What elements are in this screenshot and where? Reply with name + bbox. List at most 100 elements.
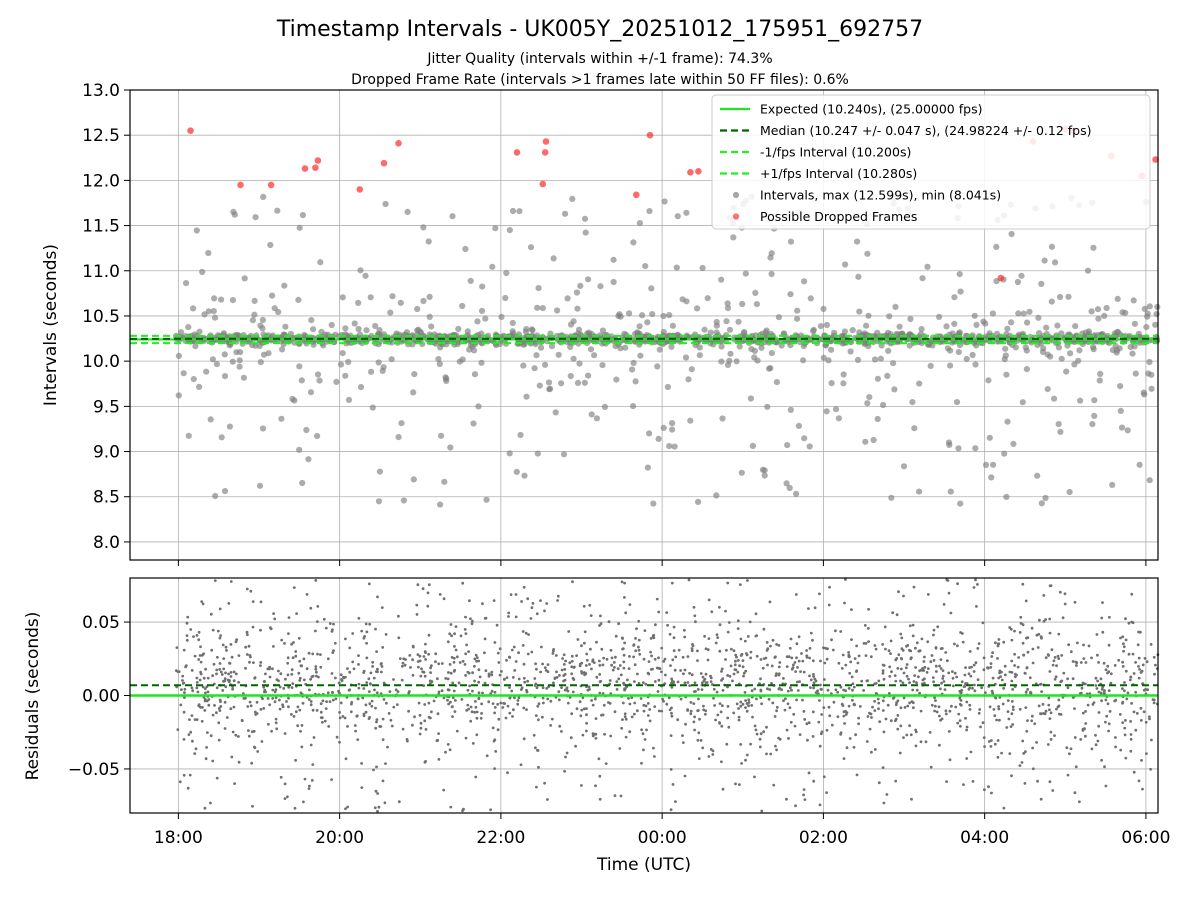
residual-point [321,720,324,724]
residual-point [901,681,905,685]
residual-point [1021,623,1025,627]
residual-point [785,665,789,668]
dropped-frame-point [301,165,309,172]
x-tick-label: 06:00 [1121,828,1170,848]
residual-point [362,687,366,690]
residual-point [1009,725,1013,728]
residual-point [915,688,919,692]
residual-point [1145,660,1149,664]
interval-point [570,318,577,325]
residual-point [446,640,450,644]
interval-point [441,478,448,485]
residual-point [397,800,401,804]
residual-point [332,649,335,652]
residual-point [674,800,677,803]
interval-point [1063,368,1070,375]
interval-point [973,321,980,328]
residual-point [367,690,371,693]
residual-point [539,670,542,674]
residual-point [874,682,878,685]
residual-point [697,731,701,735]
interval-point [582,229,589,236]
interval-point [747,395,755,402]
residual-point [677,648,681,652]
interval-point [911,425,918,432]
residual-point [299,729,302,733]
residual-point [204,667,208,671]
residual-point [437,732,440,735]
residual-point [993,742,997,746]
interval-point [425,238,432,245]
residual-point [580,784,583,787]
residual-point [798,733,802,736]
interval-point [218,296,225,303]
residual-point [1013,664,1016,667]
residual-point [1096,739,1100,743]
residual-point [893,674,897,677]
residual-point [1024,599,1028,603]
residual-point [420,667,423,671]
residual-point [375,650,378,653]
residual-point [1056,654,1060,658]
residual-point [972,586,976,589]
interval-point [629,366,636,373]
interval-point [351,320,358,327]
residual-point [693,681,697,685]
residual-point [809,678,813,682]
interval-point [988,474,995,481]
interval-point [375,359,382,366]
residual-point [855,644,858,648]
residual-point [278,685,282,689]
residual-point [263,688,267,692]
residual-point [416,653,420,656]
residual-point [517,651,520,655]
residual-point [222,667,226,671]
residual-point [870,750,873,754]
residual-point [961,640,965,644]
residual-point [1054,675,1058,679]
residual-point [1057,657,1061,660]
residual-point [253,710,257,714]
residual-point [1095,633,1099,636]
residual-point [914,646,917,650]
residual-point [553,677,557,680]
residual-point [457,681,461,685]
residual-point [1101,685,1105,689]
residual-point [509,593,513,596]
residual-point [444,750,447,754]
interval-point [282,323,289,330]
interval-point [1146,358,1153,366]
interval-point [957,288,964,295]
residual-point [811,735,815,738]
interval-point [1054,322,1061,329]
residual-point [1010,638,1014,642]
residual-point [224,685,228,689]
residual-point [470,710,474,714]
residual-point [1094,743,1098,747]
residual-point [442,788,446,792]
residual-point [471,671,474,675]
residual-point [1048,617,1052,621]
residual-point [688,684,692,687]
interval-point [1065,331,1072,338]
residual-point [496,651,500,655]
residual-point [580,708,584,712]
residual-point [344,637,347,641]
residual-point [965,757,969,760]
residual-point [679,669,682,672]
residual-point [858,705,862,708]
residual-point [506,771,509,775]
residual-point [863,624,867,627]
interval-point [437,344,444,351]
interval-point [1136,461,1143,468]
residual-point [640,728,643,732]
residual-point [392,705,396,709]
residual-point [882,664,886,667]
interval-point [1130,297,1137,304]
interval-point [536,382,543,389]
residual-point [556,599,559,602]
residual-point [424,651,427,654]
residual-point [697,757,701,760]
residual-point [812,686,815,690]
residual-point [1126,691,1130,695]
